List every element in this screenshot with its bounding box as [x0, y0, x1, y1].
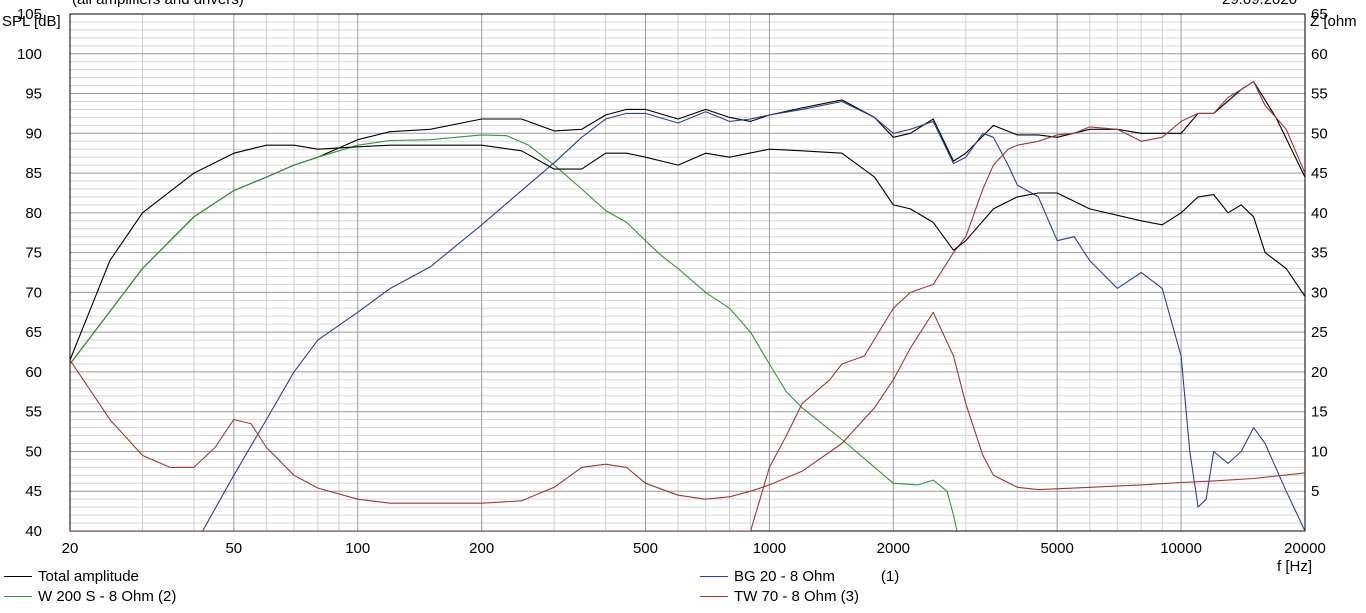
- y-tick-label: 75: [25, 245, 42, 262]
- y-tick-label: 70: [25, 284, 42, 301]
- y2-tick-label: 65: [1311, 6, 1328, 23]
- x-tick-label: 100: [345, 540, 370, 557]
- chart-subtitle: (all amplifiers and drivers): [72, 0, 244, 8]
- y2-tick-label: 5: [1311, 483, 1319, 500]
- y-tick-label: 95: [25, 86, 42, 103]
- legend-swatch: [4, 596, 32, 597]
- y-tick-label: 105: [17, 6, 42, 23]
- y2-tick-label: 60: [1311, 46, 1328, 63]
- legend-label: BG 20 - 8 Ohm: [734, 568, 835, 585]
- series-line-tweeter: [70, 81, 1305, 531]
- y2-tick-label: 25: [1311, 324, 1328, 341]
- series-line-total_z: [70, 144, 1305, 361]
- x-tick-label: 200: [469, 540, 494, 557]
- x-tick-label: 20000: [1284, 540, 1326, 557]
- y-tick-label: 55: [25, 404, 42, 421]
- legend-item-total: Total amplitude: [4, 568, 139, 585]
- y2-tick-label: 30: [1311, 284, 1328, 301]
- x-tick-label: 500: [633, 540, 658, 557]
- y-tick-label: 85: [25, 165, 42, 182]
- x-tick-label: 20: [62, 540, 79, 557]
- y-tick-label: 40: [25, 523, 42, 540]
- legend-label: Total amplitude: [38, 568, 139, 585]
- legend-label: W 200 S - 8 Ohm (2): [38, 588, 177, 605]
- legend-label: TW 70 - 8 Ohm (3): [734, 588, 860, 605]
- legend-swatch: [4, 576, 32, 577]
- x-tick-label: 10000: [1160, 540, 1202, 557]
- legend-swatch: [700, 596, 728, 597]
- legend-item-tweeter: TW 70 - 8 Ohm (3): [700, 588, 859, 605]
- series-line-z: [70, 311, 1305, 504]
- y-axis-title: SPL [dB]: [2, 13, 61, 30]
- plot-frame: [69, 13, 1306, 532]
- y2-tick-label: 35: [1311, 245, 1328, 262]
- x-tick-label: 1000: [753, 540, 786, 557]
- legend-suffix: (1): [880, 568, 900, 585]
- x-axis-title: f [Hz]: [1277, 558, 1313, 575]
- y-tick-label: 65: [25, 324, 42, 341]
- series-line-woofer: [70, 134, 958, 531]
- chart-date: 29.09.2020: [1222, 0, 1297, 8]
- y2-tick-label: 20: [1311, 364, 1328, 381]
- x-tick-label: 2000: [877, 540, 910, 557]
- x-tick-label: 5000: [1040, 540, 1073, 557]
- y2-tick-label: 40: [1311, 205, 1328, 222]
- y-tick-label: 100: [17, 46, 42, 63]
- y-tick-label: 50: [25, 443, 42, 460]
- legend-item-midrange: BG 20 - 8 Ohm (1): [700, 568, 899, 585]
- series-line-midrange: [70, 100, 1305, 531]
- y-tick-label: 80: [25, 205, 42, 222]
- y2-tick-label: 10: [1311, 443, 1328, 460]
- x-tick-label: 50: [225, 540, 242, 557]
- series-line-total: [70, 81, 1305, 365]
- y2-axis-title: Z [ohm: [1310, 13, 1357, 30]
- y-tick-label: 45: [25, 483, 42, 500]
- y2-tick-label: 45: [1311, 165, 1328, 182]
- legend-item-woofer: W 200 S - 8 Ohm (2): [4, 588, 176, 605]
- y2-tick-label: 55: [1311, 86, 1328, 103]
- y-tick-label: 60: [25, 364, 42, 381]
- y2-tick-label: 15: [1311, 404, 1328, 421]
- legend-swatch: [700, 576, 728, 577]
- y-tick-label: 90: [25, 125, 42, 142]
- y2-tick-label: 50: [1311, 125, 1328, 142]
